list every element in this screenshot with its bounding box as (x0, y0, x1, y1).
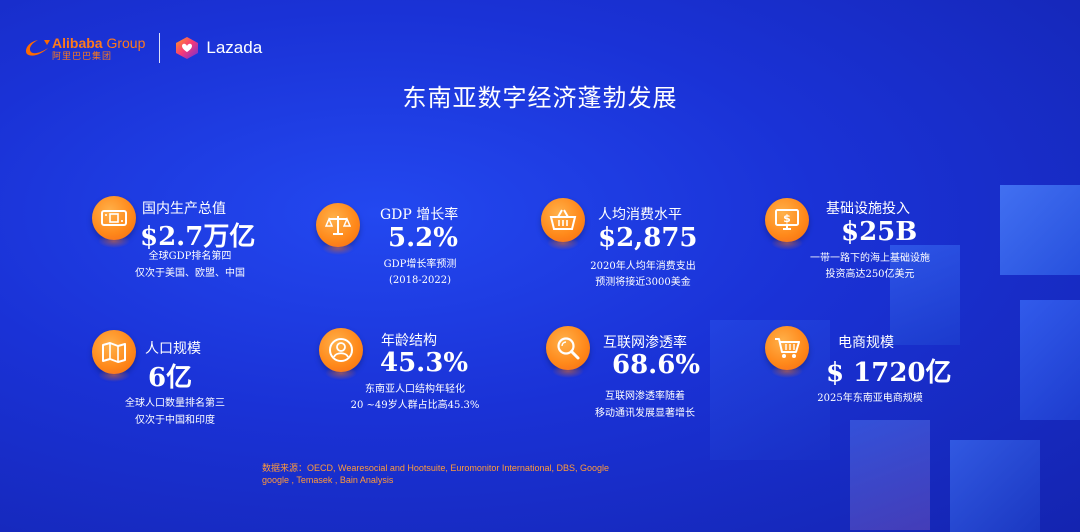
stat-value: $2.7万亿 (140, 222, 256, 252)
stat-desc: 2020年人均年消费支出 (590, 261, 696, 272)
person-icon (319, 328, 363, 380)
stat-value: $2,875 (598, 223, 698, 253)
stat-value: $ 1720亿 (826, 358, 952, 388)
decorative-block (1020, 300, 1080, 420)
lazada-heart-icon (176, 37, 199, 59)
stat-value: 45.3% (380, 348, 469, 378)
stat-desc: 东南亚人口结构年轻化 (365, 384, 465, 395)
stat-desc: 2025年东南亚电商规模 (817, 393, 923, 404)
stat-desc: 一带一路下的海上基础设施 (810, 253, 930, 264)
stat-label: 国内生产总值 (142, 201, 226, 217)
stat-label: 人口规模 (145, 341, 201, 357)
stat-desc: 仅次于中国和印度 (135, 415, 215, 426)
shopping-cart-icon (765, 326, 809, 378)
source-line: 数据来源：OECD, Wearesocial and Hootsuite, Eu… (262, 463, 609, 473)
stat-desc: (2018-2022) (388, 275, 452, 286)
stat-desc: 互联网渗透率随着 (605, 391, 685, 402)
stat-label: 人均消费水平 (598, 207, 682, 223)
decorative-block (890, 245, 960, 345)
stat-value: 68.6% (612, 350, 701, 380)
decorative-block (950, 440, 1040, 532)
monitor-dollar-icon: $ (765, 198, 809, 250)
page-title: 东南亚数字经济蓬勃发展 (402, 84, 678, 112)
stat-label: 年龄结构 (381, 333, 437, 349)
stat-label: GDP 增长率 (380, 207, 459, 223)
lazada-logo: Lazada (174, 35, 262, 61)
stat-desc: 全球GDP排名第四 (148, 251, 232, 262)
data-source-note: 数据来源：OECD, Wearesocial and Hootsuite, Eu… (262, 462, 609, 486)
stat-desc: 仅次于美国、欧盟、中国 (135, 268, 245, 279)
scales-icon (316, 203, 360, 255)
stat-label: 基础设施投入 (826, 201, 910, 217)
magnifier-icon (546, 326, 590, 378)
svg-text:$: $ (783, 212, 791, 225)
stat-value: 5.2% (388, 223, 458, 253)
stat-desc: 投资高达250亿美元 (825, 269, 915, 280)
logo-divider (159, 33, 161, 63)
logo-bar: Alibaba Group 阿里巴巴集团 Lazada (24, 32, 262, 64)
source-line: google , Temasek , Bain Analysis (262, 475, 394, 485)
alibaba-wordmark: Alibaba Group 阿里巴巴集团 (52, 36, 145, 61)
alibaba-logo-icon (26, 40, 50, 56)
stat-desc: 20 ~49岁人群占比高45.3% (350, 400, 480, 411)
stat-desc: 全球人口数量排名第三 (125, 398, 225, 409)
stat-desc: GDP增长率预测 (383, 259, 457, 270)
map-icon (92, 330, 136, 382)
lazada-name: Lazada (206, 38, 263, 57)
stat-value: 6亿 (148, 363, 193, 393)
alibaba-group: Group (106, 34, 146, 51)
money-bill-icon (92, 196, 136, 248)
decorative-block (850, 420, 930, 530)
stat-desc: 移动通讯发展显著增长 (595, 408, 695, 419)
stat-desc: 预测将接近3000美金 (595, 277, 691, 288)
stat-label: 互联网渗透率 (603, 335, 687, 351)
alibaba-name: Alibaba (52, 34, 103, 51)
decorative-block (1000, 185, 1080, 275)
stat-value: $25B (841, 217, 918, 247)
stat-label: 电商规模 (838, 335, 894, 351)
alibaba-cn: 阿里巴巴集团 (52, 50, 113, 61)
shopping-basket-icon (541, 198, 585, 250)
